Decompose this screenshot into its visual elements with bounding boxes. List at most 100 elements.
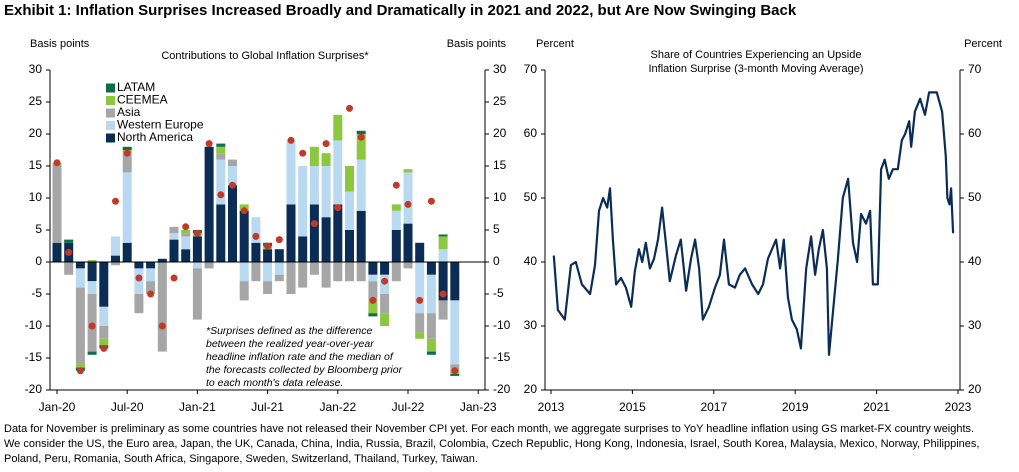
y2-tick-label: 30 [493,62,507,76]
x-tick-label: Jan-22 [319,400,356,414]
y-tick-label: 10 [29,190,43,204]
y2-tick-label: 20 [493,126,507,140]
bar-segment [368,313,378,317]
bar-segment [309,146,319,166]
bar-segment [333,140,343,205]
bar-segment [403,169,413,173]
y-tick-label: 20 [524,382,538,396]
bar-segment [87,260,97,262]
bar-segment [99,326,109,339]
bar-segment [356,159,366,211]
bar-segment [298,236,308,262]
bar-segment [239,262,249,282]
bar-segment [391,230,401,262]
chart-title: Inflation Surprise (3-month Moving Avera… [648,63,863,75]
y-tick-label: 5 [35,222,42,236]
bar-segment [426,313,436,339]
total-dot [123,149,131,157]
total-dot [381,277,389,285]
bar-segment [356,130,366,134]
bar-segment [438,300,448,320]
data-line [552,91,955,356]
legend-swatch [106,108,115,118]
y2-tick-label: 40 [968,254,982,268]
bar-segment [368,281,378,301]
chart-title: Share of Countries Experiencing an Upsid… [651,49,862,61]
bar-segment [298,166,308,237]
bar-segment [380,313,390,326]
total-dot [100,344,108,352]
y-tick-label: -10 [25,318,43,332]
bar-segment [263,262,273,282]
note: *Surprises defined as the difference [206,325,373,337]
legend-label: CEEMEA [117,93,168,107]
bar-segment [75,364,85,368]
bar-segment [87,281,97,294]
legend-label: Asia [117,105,141,119]
total-dot [53,159,61,167]
y2-tick-label: 15 [493,158,507,172]
footnote: We consider the US, the Euro area, Japan… [4,438,979,450]
bar-segment [251,217,261,243]
bar-segment [122,172,132,243]
bar-segment [321,166,331,218]
legend-label: Western Europe [117,118,204,132]
bar-segment [251,242,261,262]
y2-tick-label: 25 [493,94,507,108]
bar-segment [274,249,284,262]
x-tick-label: 2017 [700,400,727,414]
bar-segment [239,281,249,301]
bar-segment [75,268,85,288]
bar-segment [75,287,85,365]
bar-segment [216,143,226,147]
bar-segment [134,294,144,314]
exhibit-title: Exhibit 1: Inflation Surprises Increased… [4,2,797,19]
bar-segment [450,374,460,376]
x-tick-label: 2019 [782,400,809,414]
bar-segment [111,236,120,256]
bar-segment [134,262,144,269]
y-axis-label: Basis points [30,38,90,50]
y2-tick-label: 0 [493,254,500,268]
total-dot [229,181,236,189]
total-dot [135,274,143,282]
bar-segment [286,262,296,294]
total-dot [310,220,318,228]
bar-segment [216,204,226,262]
footnote: Poland, Peru, Romania, South Africa, Sin… [4,453,478,465]
bar-segment [450,262,460,301]
y-axis-label: Percent [536,38,574,50]
bar-segment [438,236,448,250]
bar-segment [216,146,226,154]
bar-segment [274,262,284,275]
legend-swatch [106,121,115,130]
bar-segment [438,262,448,301]
bar-segment [426,351,436,355]
bar-segment [122,153,132,173]
bar-segment [157,262,167,352]
bar-segment [169,239,179,262]
bar-segment [181,233,191,237]
bar-segment [216,153,226,160]
y-tick-label: -15 [25,350,43,364]
bar-segment [403,223,413,262]
bar-segment [75,262,85,269]
y2-tick-label: 50 [968,190,982,204]
total-dot [392,181,400,189]
bar-segment [309,262,319,275]
bar-segment [415,242,425,262]
y2-tick-label: -10 [493,318,511,332]
legend-swatch [106,96,115,105]
bar-segment [169,226,179,234]
bar-segment [309,166,319,205]
x-tick-label: 2021 [863,400,890,414]
bar-segment [368,300,378,314]
total-dot [205,140,213,148]
footnote: Data for November is preliminary as some… [4,423,974,435]
bar-segment [204,262,214,269]
bar-segment [298,262,308,288]
bar-segment [368,262,378,275]
bar-segment [87,351,97,355]
bar-segment [415,332,425,339]
